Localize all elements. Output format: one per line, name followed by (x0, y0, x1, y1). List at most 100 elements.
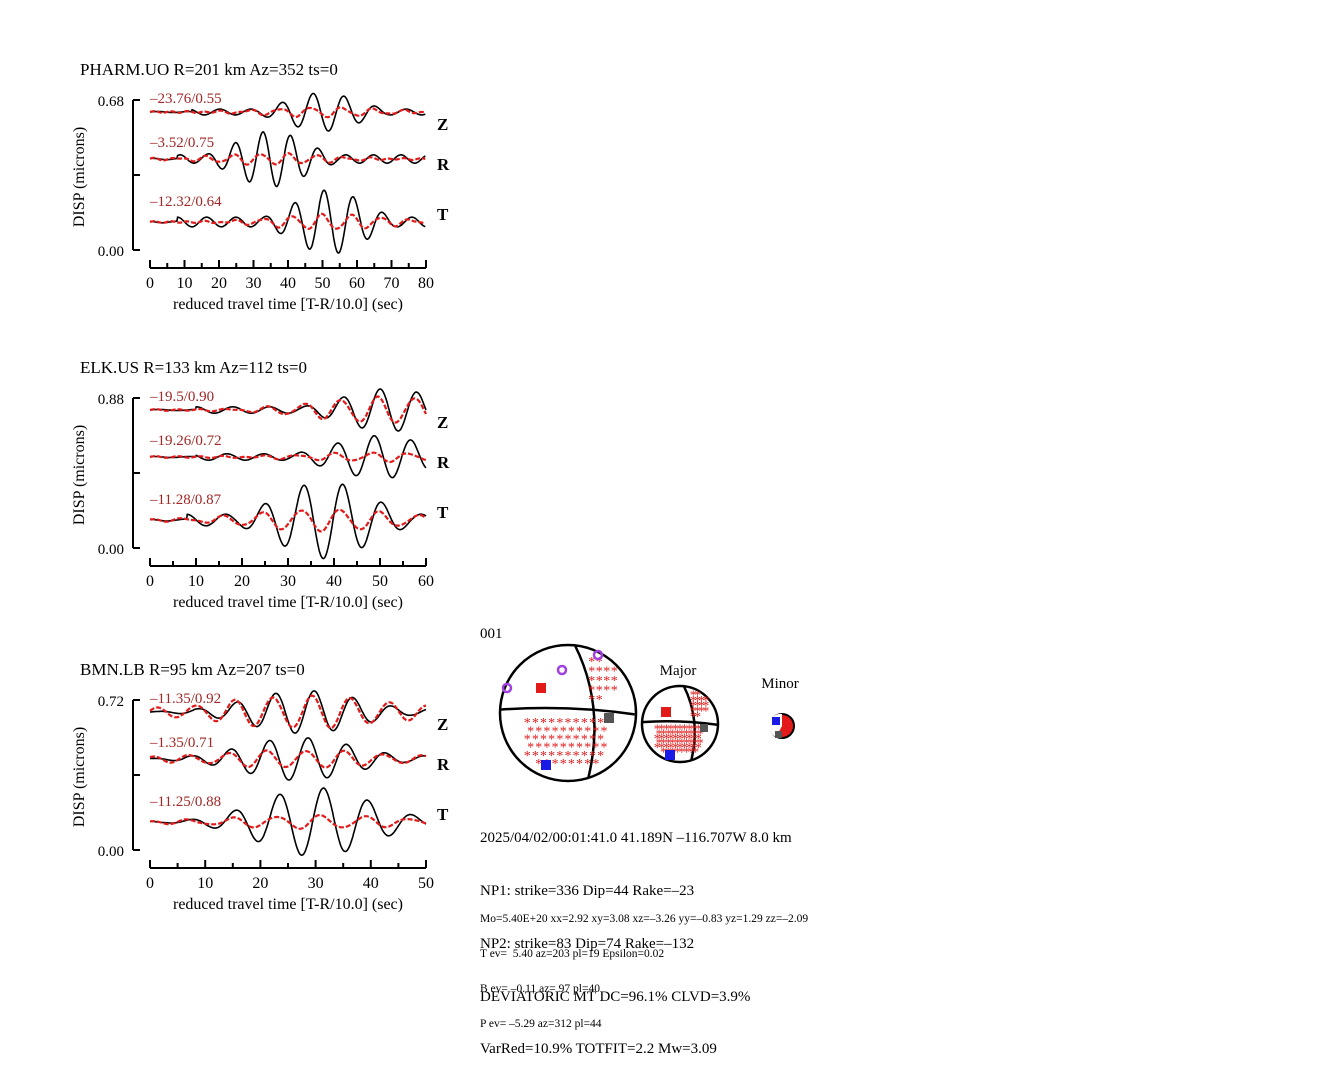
compression-star: * (527, 724, 534, 739)
synthetic-trace (149, 694, 427, 730)
t-axis-line: T ev= 5.40 az=203 pl=19 Epsilon=0.02 (480, 947, 665, 960)
compression-star: * (573, 749, 580, 764)
observed-trace (149, 189, 426, 254)
x-tick-label: 20 (211, 275, 227, 292)
compression-star: * (665, 736, 672, 751)
station-title: PHARM.UO R=201 km Az=352 ts=0 (80, 60, 338, 79)
station-plots: PHARM.UO R=201 km Az=352 ts=0 0.68 0.00 DIS… (71, 60, 450, 913)
y-tick-label: 0.00 (98, 244, 124, 260)
station-panel-2: BMN.LB R=95 km Az=207 ts=0 0.72 0.00 DISP (… (71, 660, 450, 913)
compression-star: * (681, 741, 688, 756)
fit-label: –11.28/0.87 (149, 492, 222, 508)
compression-star: * (672, 741, 679, 756)
compression-star: * (690, 699, 697, 714)
compression-star: * (597, 716, 604, 731)
compression-star: * (532, 733, 539, 748)
compression-star: * (588, 674, 595, 689)
component-Z: –19.5/0.90 Z (149, 388, 448, 432)
compression-star: * (548, 733, 555, 748)
compression-star: * (601, 741, 608, 756)
component-label: Z (437, 413, 448, 432)
compression-star: * (658, 732, 665, 747)
compression-star: * (698, 704, 705, 719)
component-T: –12.32/0.64 T (149, 189, 449, 254)
b-axis-marker (700, 724, 708, 732)
compression-star: * (683, 746, 690, 761)
compression-star: * (573, 733, 580, 748)
compression-star: * (603, 674, 610, 689)
x-tick-label: 30 (308, 875, 324, 892)
compression-star: * (588, 684, 595, 699)
station-marker (592, 649, 604, 661)
compression-star: * (678, 727, 685, 742)
compression-star: * (603, 684, 610, 699)
compression-star: * (596, 684, 603, 699)
fit-label: –11.25/0.88 (149, 794, 221, 810)
compression-star: * (524, 733, 531, 748)
compression-star: * (694, 694, 701, 709)
compression-star: * (552, 741, 559, 756)
component-label: R (437, 755, 450, 774)
x-tick-label: 50 (315, 275, 331, 292)
compression-star: * (556, 749, 563, 764)
observed-trace (149, 92, 426, 132)
y-axis-label: DISP (microns) (71, 727, 88, 827)
compression-star: * (552, 757, 559, 772)
compression-star: * (565, 749, 572, 764)
synthetic-trace (149, 212, 426, 230)
station-title: ELK.US R=133 km Az=112 ts=0 (80, 358, 307, 377)
compression-star: * (532, 716, 539, 731)
major-label: Major (660, 663, 697, 679)
compression-star: * (535, 724, 542, 739)
component-R: –19.26/0.72 R (149, 433, 450, 479)
t-axis-marker (772, 717, 780, 725)
y-tick-label: 0.00 (98, 542, 124, 558)
beachball-outline (498, 643, 638, 783)
compression-star: * (581, 716, 588, 731)
compression-star: * (698, 699, 705, 714)
x-tick-label: 40 (280, 275, 296, 292)
compression-star: * (592, 724, 599, 739)
compression-star: * (565, 716, 572, 731)
component-label: R (437, 155, 450, 174)
y-tick-label: 0.72 (98, 694, 124, 710)
compression-star: * (677, 723, 684, 738)
component-label: T (437, 205, 449, 224)
compression-star: * (573, 716, 580, 731)
moment-tensor-details: Mo=5.40E+20 xx=2.92 xy=3.08 xz=–3.26 yy=… (480, 891, 808, 1042)
p-axis-marker (536, 683, 546, 693)
b-axis-marker (604, 713, 614, 723)
compression-star: * (540, 733, 547, 748)
compression-star: * (688, 727, 695, 742)
compression-star: * (589, 716, 596, 731)
compression-star: * (589, 733, 596, 748)
x-tick-label: 80 (418, 275, 434, 292)
compression-star: * (695, 723, 702, 738)
b-axis-marker (775, 731, 782, 738)
compression-star: * (702, 704, 709, 719)
compression-star: * (543, 724, 550, 739)
synthetic-trace (149, 451, 427, 464)
compression-star: * (702, 699, 709, 714)
compression-star: * (588, 655, 595, 670)
x-tick-label: 10 (177, 275, 193, 292)
station-panel-0: PHARM.UO R=201 km Az=352 ts=0 0.68 0.00 DIS… (71, 60, 450, 313)
compression-star: * (674, 746, 681, 761)
compression-star: * (581, 749, 588, 764)
compression-star: * (611, 674, 618, 689)
compression-star: * (597, 749, 604, 764)
compression-star: * (667, 741, 674, 756)
fit-label: –11.35/0.92 (149, 691, 221, 707)
compression-star: * (588, 693, 595, 708)
fit-label: –23.76/0.55 (149, 91, 222, 107)
compression-star: * (694, 699, 701, 714)
fit-summary-line: VarRed=10.9% TOTFIT=2.2 Mw=3.09 (480, 1041, 717, 1058)
component-Z: –23.76/0.55 Z (149, 91, 448, 134)
compression-star: * (589, 749, 596, 764)
station-marker (501, 682, 513, 694)
compression-star: * (678, 736, 685, 751)
compression-star: * (686, 741, 693, 756)
compression-star: * (656, 736, 663, 751)
compression-star: * (532, 749, 539, 764)
compression-star: * (548, 749, 555, 764)
